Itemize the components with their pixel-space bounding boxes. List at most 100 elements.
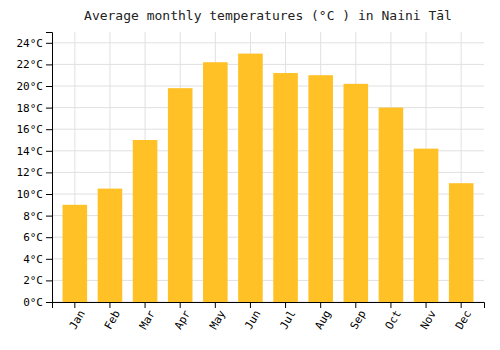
y-tick-label: 2°C xyxy=(23,274,43,287)
x-tick-mark xyxy=(74,302,75,308)
y-tick-label: 10°C xyxy=(17,188,44,201)
x-tick-mark xyxy=(355,302,356,308)
plot: 0°C 2°C 4°C 6°C 8°C 10°C 12°C 14°C 16°C 18°C 20°C 2… xyxy=(17,32,485,332)
x-tick-mark xyxy=(426,302,427,308)
bar xyxy=(344,84,369,302)
bars xyxy=(63,54,474,302)
x-tick-mark xyxy=(390,302,391,308)
y-tick-label: 6°C xyxy=(23,231,43,244)
bar xyxy=(238,54,263,302)
y-tick-label: 22°C xyxy=(17,58,44,71)
bar xyxy=(379,108,404,302)
x-tick: Nov xyxy=(418,302,439,332)
y-tick: 16°C xyxy=(17,123,53,136)
x-tick: Oct xyxy=(383,302,404,332)
y-tick: 0°C xyxy=(23,296,52,309)
x-tick-label: Jan xyxy=(67,308,88,332)
y-tick-label: 0°C xyxy=(23,296,43,309)
y-tick-label: 18°C xyxy=(17,102,44,115)
y-tick-mark xyxy=(46,64,52,65)
x-tick-label: May xyxy=(207,308,228,332)
y-tick-label: 8°C xyxy=(23,210,43,223)
y-tick-mark xyxy=(46,280,52,281)
y-grid-line xyxy=(52,86,484,87)
y-tick-mark xyxy=(46,259,52,260)
x-tick-mark xyxy=(180,302,181,308)
y-grid-line xyxy=(52,129,484,130)
x-tick: Jul xyxy=(277,302,298,332)
y-tick-label: 24°C xyxy=(17,37,44,50)
x-tick-mark xyxy=(109,302,110,308)
y-tick: 18°C xyxy=(17,102,53,115)
y-tick-mark xyxy=(46,237,52,238)
x-tick-label: Mar xyxy=(137,308,158,332)
y-tick-mark xyxy=(46,172,52,173)
y-tick-mark xyxy=(46,43,52,44)
x-tick-label: Nov xyxy=(418,308,439,332)
x-tick: Jan xyxy=(67,302,88,332)
x-tick: Dec xyxy=(453,302,474,332)
x-tick-mark xyxy=(285,302,286,308)
x-tick-mark xyxy=(461,302,462,308)
x-tick-label: Jun xyxy=(242,308,263,332)
x-tick-label: Jul xyxy=(277,308,298,332)
x-tick-label: Oct xyxy=(383,308,404,332)
y-grid-line xyxy=(52,107,484,108)
y-tick: 24°C xyxy=(17,37,53,50)
x-tick-label: Apr xyxy=(172,308,193,332)
y-tick-mark xyxy=(46,151,52,152)
y-tick-mark xyxy=(46,108,52,109)
y-tick-label: 12°C xyxy=(17,166,44,179)
y-grid-line xyxy=(52,64,484,65)
y-tick: 10°C xyxy=(17,188,53,201)
x-tick-mark xyxy=(250,302,251,308)
x-tick-mark xyxy=(320,302,321,308)
bar xyxy=(168,88,193,302)
y-tick: 2°C xyxy=(23,274,52,287)
x-axis-line xyxy=(53,303,485,309)
y-tick: 8°C xyxy=(23,210,52,223)
x-tick: Aug xyxy=(312,302,333,332)
y-tick-mark xyxy=(46,302,52,303)
bar xyxy=(449,183,474,302)
y-tick-label: 20°C xyxy=(17,80,44,93)
y-tick-label: 4°C xyxy=(23,253,43,266)
bar xyxy=(308,75,333,302)
y-axis-line xyxy=(46,33,53,303)
x-tick: Mar xyxy=(137,302,158,332)
y-tick: 12°C xyxy=(17,166,53,179)
bar xyxy=(273,73,298,302)
x-tick: Apr xyxy=(172,302,193,332)
x-tick-label: Aug xyxy=(312,308,333,332)
grid xyxy=(52,32,484,302)
chart: 0°C 2°C 4°C 6°C 8°C 10°C 12°C 14°C 16°C 18°C 20°C 2… xyxy=(0,0,500,350)
x-tick-mark xyxy=(145,302,146,308)
title: Average monthly temperatures (°C ) in Na… xyxy=(84,8,452,23)
y-tick-label: 16°C xyxy=(17,123,44,136)
y-axis: 0°C 2°C 4°C 6°C 8°C 10°C 12°C 14°C 16°C 18°C 20°C 2… xyxy=(17,33,53,310)
x-tick: Feb xyxy=(102,302,123,332)
x-tick: Sep xyxy=(348,302,369,332)
x-axis: Jan Feb Mar Apr May Jun Jul Aug Sep Oct Nov Dec xyxy=(53,302,485,332)
y-tick-mark xyxy=(46,129,52,130)
bar xyxy=(203,62,228,302)
y-tick-mark xyxy=(46,216,52,217)
bar xyxy=(133,140,158,302)
bar xyxy=(98,189,123,302)
y-tick: 14°C xyxy=(17,145,53,158)
y-tick: 22°C xyxy=(17,58,53,71)
x-tick: May xyxy=(207,302,228,332)
y-tick-mark xyxy=(46,86,52,87)
y-tick: 20°C xyxy=(17,80,53,93)
y-tick-mark xyxy=(46,194,52,195)
x-tick-label: Feb xyxy=(102,308,123,332)
y-tick: 6°C xyxy=(23,231,52,244)
y-tick-label: 14°C xyxy=(17,145,44,158)
bar xyxy=(414,149,439,302)
x-tick-label: Dec xyxy=(453,308,474,332)
x-tick: Jun xyxy=(242,302,263,332)
y-tick: 4°C xyxy=(23,253,52,266)
y-grid-line xyxy=(52,42,484,43)
x-tick-mark xyxy=(215,302,216,308)
x-tick-label: Sep xyxy=(348,308,369,332)
